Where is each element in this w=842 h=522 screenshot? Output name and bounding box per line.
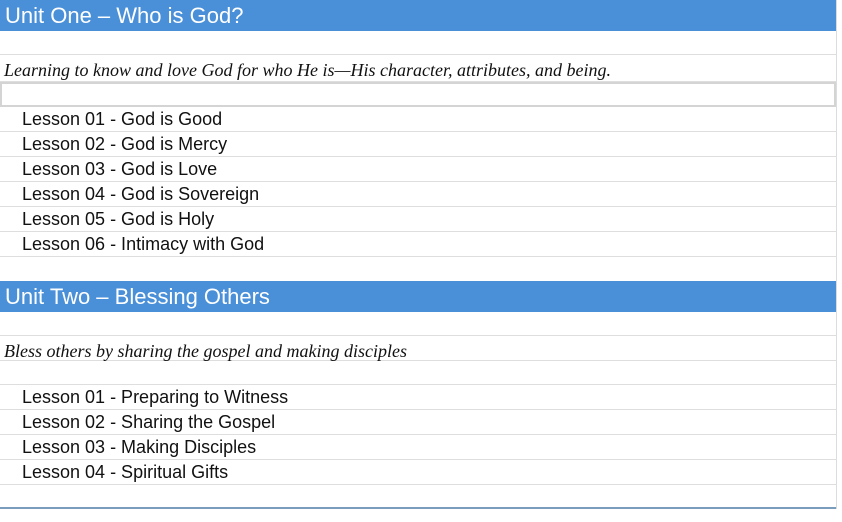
blank-row [0, 257, 836, 281]
blank-row [0, 312, 836, 336]
lesson-item[interactable]: Lesson 04 - God is Sovereign [0, 182, 836, 207]
selected-cell[interactable] [0, 82, 836, 107]
lesson-item[interactable]: Lesson 04 - Spiritual Gifts [0, 460, 836, 485]
unit-header: Unit One – Who is God? [0, 0, 836, 31]
lesson-item[interactable]: Lesson 03 - God is Love [0, 157, 836, 182]
lesson-item[interactable]: Lesson 01 - God is Good [0, 107, 836, 132]
unit-description: Learning to know and love God for who He… [0, 55, 836, 82]
blank-row [0, 31, 836, 55]
lesson-item[interactable]: Lesson 06 - Intimacy with God [0, 232, 836, 257]
unit-description: Bless others by sharing the gospel and m… [0, 336, 836, 361]
lesson-item[interactable]: Lesson 02 - Sharing the Gospel [0, 410, 836, 435]
lesson-item[interactable]: Lesson 03 - Making Disciples [0, 435, 836, 460]
lesson-item[interactable]: Lesson 02 - God is Mercy [0, 132, 836, 157]
curriculum-sheet: Unit One – Who is God? Learning to know … [0, 0, 837, 509]
blank-row [0, 485, 836, 509]
lesson-item[interactable]: Lesson 05 - God is Holy [0, 207, 836, 232]
blank-row [0, 361, 836, 385]
unit-header: Unit Two – Blessing Others [0, 281, 836, 312]
lesson-item[interactable]: Lesson 01 - Preparing to Witness [0, 385, 836, 410]
